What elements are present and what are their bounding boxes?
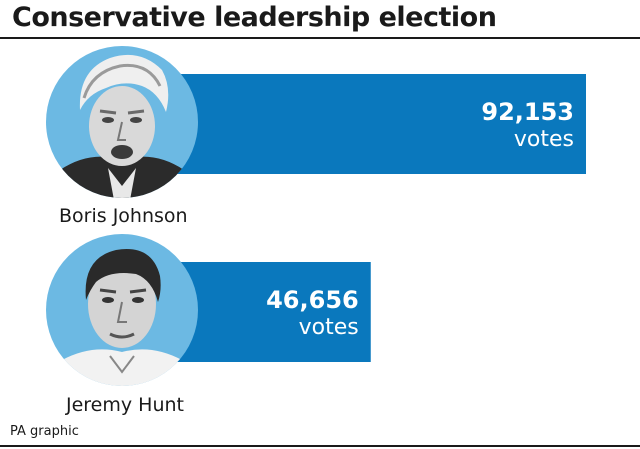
title-rule — [0, 37, 640, 39]
unit-label-jeremy-hunt: votes — [299, 315, 359, 340]
candidate-label-jeremy-hunt: Jeremy Hunt — [66, 394, 184, 416]
credit-text: PA graphic — [10, 424, 79, 439]
chart-title: Conservative leadership election — [12, 2, 497, 33]
value-label-boris-johnson: 92,153 — [481, 98, 574, 126]
jeremy-hunt-portrait — [46, 234, 198, 386]
value-label-jeremy-hunt: 46,656 — [266, 286, 359, 314]
bar-boris-johnson — [150, 74, 586, 174]
boris-johnson-portrait — [46, 46, 198, 198]
footer-rule — [0, 445, 640, 447]
unit-label-boris-johnson: votes — [514, 127, 574, 152]
candidate-label-boris-johnson: Boris Johnson — [59, 205, 188, 227]
